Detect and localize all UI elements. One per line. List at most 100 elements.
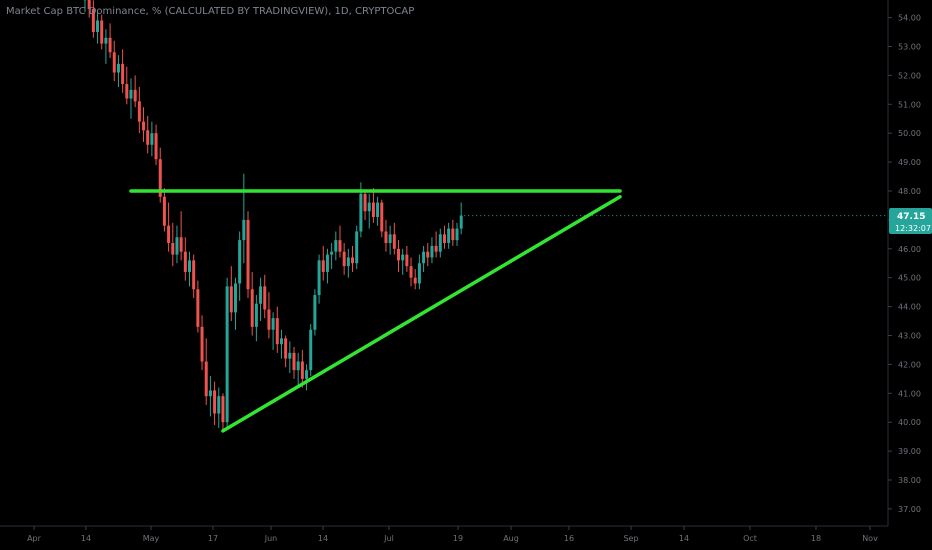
candle-body: [342, 251, 346, 267]
candle-body: [154, 133, 158, 160]
candle-body: [213, 390, 217, 414]
candles: [83, 0, 463, 431]
candle-body: [313, 295, 317, 330]
candle-body: [254, 303, 258, 327]
trendline-support[interactable]: [221, 195, 622, 433]
candle-body: [233, 283, 237, 313]
candle-body: [208, 390, 212, 397]
y-tick-label: 37.00: [898, 505, 921, 514]
y-tick-label: 50.00: [898, 129, 921, 138]
price-axis[interactable]: 54.0053.0052.0051.0050.0049.0048.0047.00…: [888, 14, 921, 514]
candle-body: [346, 257, 350, 267]
candle-body: [204, 361, 208, 397]
candle-body: [371, 202, 375, 218]
x-tick-label: Sep: [623, 534, 638, 543]
x-tick-label: 14: [679, 534, 689, 543]
candle-body: [330, 251, 334, 255]
candle-body: [359, 193, 363, 232]
candle-body: [246, 219, 250, 290]
candle-body: [196, 289, 200, 327]
y-tick-label: 40.00: [898, 418, 921, 427]
candle-body: [442, 234, 446, 244]
candle-body: [438, 234, 442, 252]
y-tick-label: 53.00: [898, 43, 921, 52]
y-tick-label: 38.00: [898, 476, 921, 485]
candle-body: [376, 202, 380, 218]
candle-body: [413, 277, 417, 284]
x-tick-label: 19: [453, 534, 463, 543]
candle-body: [133, 89, 137, 102]
candle-body: [430, 245, 434, 258]
candle-body: [384, 231, 388, 244]
trendlines[interactable]: [129, 189, 622, 433]
candle-body: [300, 361, 304, 379]
candle-body: [229, 286, 233, 313]
candle-body: [217, 396, 221, 414]
candle-body: [447, 228, 451, 244]
candle-body: [125, 84, 129, 99]
candle-body: [108, 37, 112, 53]
candle-body: [275, 318, 279, 345]
candle-body: [162, 196, 166, 226]
candle-body: [401, 254, 405, 261]
candle-body: [200, 326, 204, 362]
candle-body: [183, 251, 187, 272]
candle-body: [417, 263, 421, 284]
candle-body: [167, 225, 171, 244]
candle-body: [296, 361, 300, 371]
candle-body: [150, 133, 154, 145]
candle-body: [225, 286, 229, 423]
candle-body: [112, 52, 116, 73]
candle-body: [321, 260, 325, 272]
candle-body: [121, 63, 125, 85]
y-tick-label: 51.00: [898, 100, 921, 109]
candle-body: [380, 202, 384, 232]
candle-body: [279, 338, 283, 345]
candle-body: [288, 352, 292, 359]
time-axis[interactable]: Apr 14 May 17 Jun 14 Jul 19 Aug 16 Sep 14 Oct 18 Nov: [27, 526, 878, 543]
candle-body: [100, 20, 104, 44]
candle-body: [238, 240, 242, 284]
x-tick-label: 18: [811, 534, 821, 543]
candle-body: [171, 243, 175, 255]
candle-body: [96, 20, 100, 33]
candle-body: [271, 318, 275, 330]
candle-countdown: 12:32:07: [895, 224, 931, 233]
x-tick-label: Apr: [27, 534, 42, 543]
y-tick-label: 48.00: [898, 187, 921, 196]
candle-body: [317, 260, 321, 296]
candle-body: [405, 254, 409, 267]
candle-body: [267, 309, 271, 330]
y-tick-label: 44.00: [898, 303, 921, 312]
candle-body: [129, 89, 133, 99]
x-tick-label: Oct: [743, 534, 757, 543]
candle-body: [325, 254, 329, 272]
candle-body: [263, 286, 267, 310]
candle-body: [192, 260, 196, 290]
candle-body: [338, 240, 342, 252]
last-price-tag-background: [889, 208, 932, 234]
candle-body: [175, 237, 179, 255]
candle-body: [459, 215, 463, 229]
candle-body: [422, 251, 426, 264]
candle-body: [363, 193, 367, 212]
y-tick-label: 49.00: [898, 158, 921, 167]
y-tick-label: 45.00: [898, 274, 921, 283]
candle-body: [284, 338, 288, 359]
candle-body: [451, 228, 455, 241]
x-tick-label: 14: [81, 534, 91, 543]
candle-body: [116, 63, 120, 73]
candle-body: [158, 159, 162, 197]
candle-body: [188, 260, 191, 272]
x-tick-label: Aug: [503, 534, 519, 543]
candle-body: [455, 228, 459, 241]
candle-body: [355, 231, 359, 264]
x-tick-label: 16: [564, 534, 574, 543]
candle-body: [259, 286, 263, 304]
candle-body: [305, 370, 309, 379]
candle-body: [242, 219, 246, 241]
candle-body: [309, 329, 313, 371]
candle-body: [91, 8, 95, 33]
